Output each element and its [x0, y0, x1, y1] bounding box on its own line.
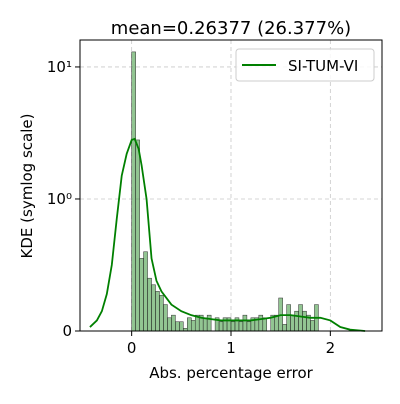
- histogram-bar: [171, 314, 176, 332]
- legend: SI-TUM-VI: [235, 48, 375, 82]
- histogram-bar: [302, 310, 307, 332]
- histogram-bar: [274, 314, 279, 332]
- histogram-bar: [262, 317, 268, 332]
- histogram-bar: [230, 321, 236, 332]
- histogram-bar: [139, 258, 144, 332]
- histogram-bar: [202, 317, 208, 332]
- y-tick-label: 0: [62, 322, 72, 340]
- chart-title: mean=0.26377 (26.377%): [111, 18, 351, 39]
- histogram-bar: [191, 320, 196, 332]
- histogram-bar: [298, 304, 303, 332]
- histogram-bar: [151, 284, 156, 332]
- y-tick-label: 10⁰: [47, 190, 72, 208]
- kde-line: [89, 137, 366, 332]
- histogram-bar: [242, 314, 248, 332]
- histogram-bar: [246, 321, 252, 332]
- histogram-bar: [282, 324, 287, 332]
- x-tick-label: 0: [127, 339, 137, 357]
- histogram-bar: [218, 321, 224, 332]
- histogram-bar: [294, 310, 299, 332]
- y-axis-label: KDE (symlog scale): [18, 114, 36, 259]
- x-tick-label: 1: [226, 339, 236, 357]
- x-axis-label: Abs. percentage error: [149, 364, 313, 382]
- histogram-bar: [175, 321, 180, 332]
- histogram-bar: [155, 291, 160, 332]
- histogram-bar: [159, 295, 164, 332]
- legend-box: [235, 48, 375, 82]
- histogram-bar: [147, 277, 152, 332]
- histogram-bar: [167, 317, 172, 332]
- legend-label: SI-TUM-VI: [288, 57, 358, 75]
- x-tick-label: 2: [326, 339, 336, 357]
- histogram-bar: [286, 304, 291, 332]
- histogram-bar: [238, 321, 244, 332]
- histogram-bar: [163, 304, 168, 332]
- y-tick-label: 10¹: [47, 58, 72, 76]
- histogram-bar: [258, 314, 264, 332]
- histogram-bar: [290, 314, 295, 332]
- histogram-bar: [310, 320, 315, 332]
- histogram-bar: [131, 51, 136, 332]
- axis-ticks: 0 1 2 0 10⁰ 10¹: [47, 58, 335, 357]
- histogram-bar: [187, 317, 192, 332]
- histogram-bar: [143, 251, 148, 332]
- histogram-bar: [135, 139, 140, 332]
- kde-line-layer: [89, 137, 366, 332]
- histogram-bars: [131, 51, 319, 332]
- histogram-bar: [179, 321, 184, 332]
- histogram-bar: [206, 314, 212, 332]
